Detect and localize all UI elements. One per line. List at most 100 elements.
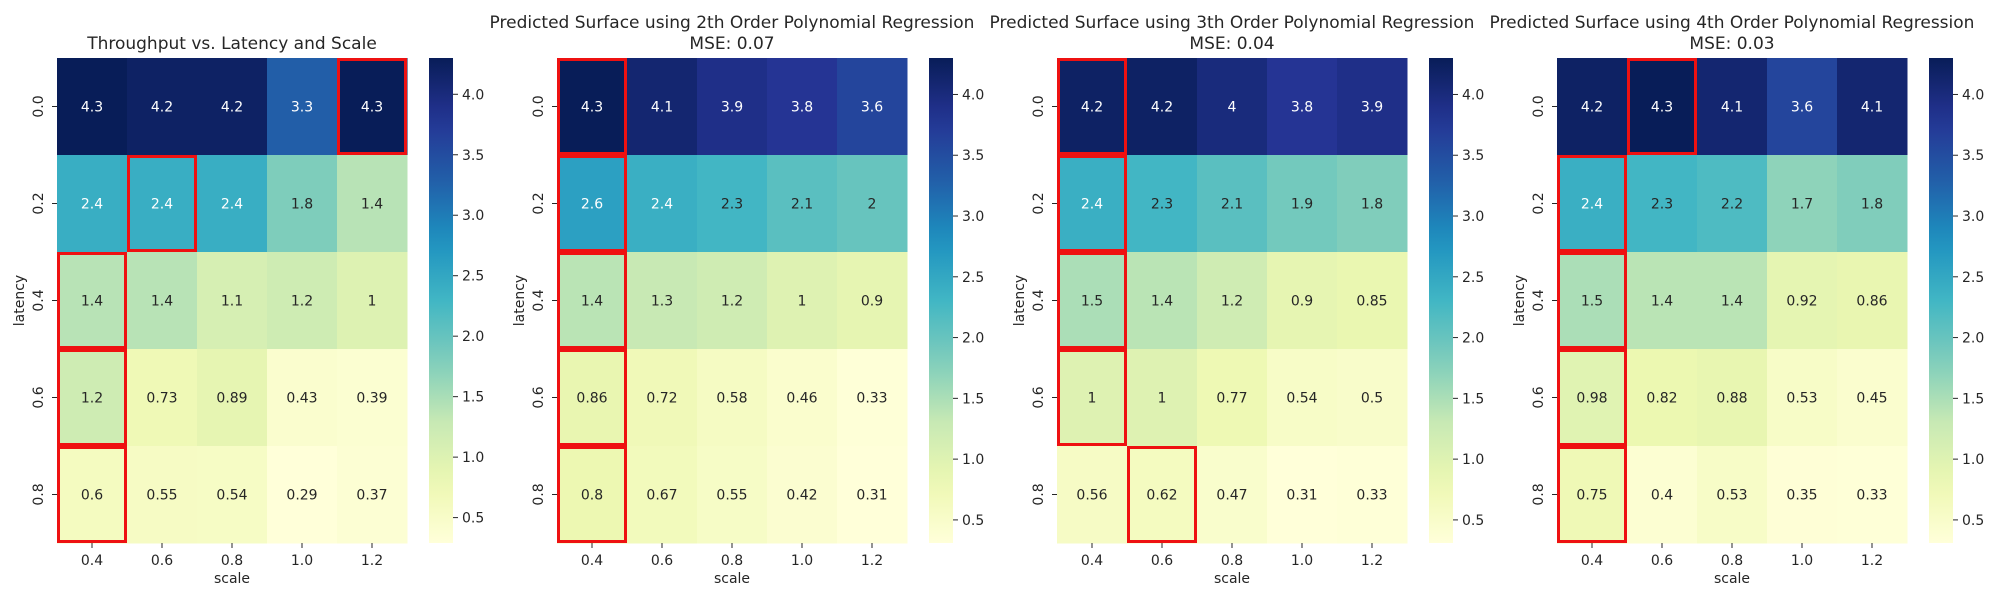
cell-value-label: 2.6 bbox=[581, 197, 603, 213]
highlight-box bbox=[1057, 349, 1127, 446]
y-axis-label: latency bbox=[1512, 275, 1528, 326]
cell-value-label: 2.4 bbox=[221, 197, 243, 213]
chart-subtitle: MSE: 0.07 bbox=[689, 34, 774, 54]
chart-title: Predicted Surface using 3th Order Polyno… bbox=[990, 13, 1475, 33]
cell-value-label: 0.8 bbox=[581, 488, 603, 504]
cell-value-label: 1.4 bbox=[361, 197, 383, 213]
heatmap-cell bbox=[837, 349, 908, 447]
cell-value-label: 0.85 bbox=[1356, 294, 1387, 310]
cell-value-label: 1.4 bbox=[581, 294, 603, 310]
cell-value-label: 0.82 bbox=[1646, 391, 1677, 407]
heatmap-cell bbox=[697, 252, 768, 350]
cell-value-label: 0.4 bbox=[1651, 488, 1673, 504]
cell-value-label: 4.1 bbox=[651, 100, 673, 116]
colorbar-tick-label: 4.0 bbox=[962, 87, 984, 103]
y-tick-label: 0.2 bbox=[31, 192, 47, 214]
cell-value-label: 1.8 bbox=[1361, 197, 1383, 213]
heatmap-cell bbox=[1767, 252, 1838, 350]
heatmap-cell bbox=[1267, 349, 1338, 447]
cell-value-label: 2.4 bbox=[81, 197, 103, 213]
highlight-box bbox=[557, 446, 627, 543]
heatmap-cell bbox=[627, 349, 698, 447]
heatmap-cell bbox=[1697, 446, 1768, 544]
cell-value-label: 0.56 bbox=[1076, 488, 1107, 504]
highlight-box bbox=[337, 58, 407, 155]
highlight-box bbox=[1557, 252, 1627, 349]
cell-value-label: 2.4 bbox=[1081, 197, 1103, 213]
cell-value-label: 1.4 bbox=[1651, 294, 1673, 310]
cell-value-label: 3.8 bbox=[1291, 100, 1313, 116]
heatmap-cell bbox=[1127, 446, 1198, 544]
cell-value-label: 4.2 bbox=[221, 100, 243, 116]
colorbar-tick-label: 0.5 bbox=[962, 513, 984, 529]
heatmap-cell bbox=[57, 349, 128, 447]
cell-value-label: 4.3 bbox=[1651, 100, 1673, 116]
cell-value-label: 1 bbox=[1088, 391, 1097, 407]
cell-value-label: 1.2 bbox=[291, 294, 313, 310]
cell-value-label: 0.55 bbox=[146, 488, 177, 504]
heatmap-cell bbox=[1057, 446, 1128, 544]
colorbar-tick-label: 2.0 bbox=[962, 331, 984, 347]
y-tick-label: 0.4 bbox=[1531, 289, 1547, 311]
colorbar-tick-label: 4.0 bbox=[1962, 87, 1984, 103]
cell-value-label: 0.43 bbox=[286, 391, 317, 407]
y-tick-label: 0.2 bbox=[1531, 192, 1547, 214]
colorbar-tick-label: 0.5 bbox=[462, 511, 484, 527]
cell-value-label: 0.37 bbox=[356, 488, 387, 504]
y-axis-label: latency bbox=[1012, 275, 1028, 326]
x-axis-label: scale bbox=[1214, 571, 1250, 587]
highlight-box bbox=[1127, 446, 1197, 543]
cell-value-label: 3.3 bbox=[291, 100, 313, 116]
y-axis-label: latency bbox=[12, 275, 28, 326]
chart-title: Predicted Surface using 2th Order Polyno… bbox=[490, 13, 975, 33]
x-tick-label: 0.6 bbox=[1151, 553, 1173, 569]
x-tick-label: 0.4 bbox=[81, 553, 103, 569]
heatmap-cell bbox=[767, 252, 838, 350]
cell-value-label: 0.53 bbox=[1716, 488, 1747, 504]
colorbar-tick-label: 1.5 bbox=[1962, 391, 1984, 407]
heatmap-cell bbox=[197, 58, 268, 156]
heatmap-cell bbox=[697, 349, 768, 447]
cell-value-label: 0.9 bbox=[861, 294, 883, 310]
heatmap-cell bbox=[1057, 252, 1128, 350]
cell-value-label: 1.4 bbox=[1151, 294, 1173, 310]
colorbar-tick-label: 2.5 bbox=[962, 270, 984, 286]
highlight-box bbox=[57, 252, 127, 349]
heatmap-panel-4: Predicted Surface using 4th Order Polyno… bbox=[1490, 13, 1985, 587]
heatmap-cell bbox=[1837, 446, 1908, 544]
cell-value-label: 0.46 bbox=[786, 391, 817, 407]
colorbar-tick-label: 2.0 bbox=[1462, 331, 1484, 347]
chart-subtitle: MSE: 0.04 bbox=[1189, 34, 1274, 54]
heatmap-cell bbox=[197, 349, 268, 447]
highlight-box bbox=[57, 446, 127, 543]
cell-value-label: 3.9 bbox=[721, 100, 743, 116]
cell-value-label: 0.39 bbox=[356, 391, 387, 407]
colorbar-tick-label: 0.5 bbox=[1462, 513, 1484, 529]
heatmap-cell bbox=[1337, 58, 1408, 156]
cell-value-label: 3.6 bbox=[861, 100, 883, 116]
x-tick-label: 1.0 bbox=[1791, 553, 1813, 569]
cell-value-label: 1.7 bbox=[1791, 197, 1813, 213]
heatmap-cell bbox=[557, 252, 628, 350]
x-tick-label: 0.4 bbox=[1581, 553, 1603, 569]
heatmap-cell bbox=[1557, 446, 1628, 544]
highlight-box bbox=[557, 155, 627, 252]
heatmap-cell bbox=[1837, 58, 1908, 156]
cell-value-label: 1.4 bbox=[151, 294, 173, 310]
cell-value-label: 0.55 bbox=[716, 488, 747, 504]
colorbar-tick-label: 2.0 bbox=[462, 329, 484, 345]
cell-value-label: 0.35 bbox=[1786, 488, 1817, 504]
heatmap-panel-2: Predicted Surface using 2th Order Polyno… bbox=[490, 13, 985, 587]
cell-value-label: 2.3 bbox=[1651, 197, 1673, 213]
heatmap-cell bbox=[837, 155, 908, 253]
cell-value-label: 4.2 bbox=[1081, 100, 1103, 116]
colorbar-tick-label: 3.0 bbox=[1462, 209, 1484, 225]
cell-value-label: 1.2 bbox=[721, 294, 743, 310]
heatmap-cell bbox=[1697, 349, 1768, 447]
y-tick-label: 0.8 bbox=[31, 483, 47, 505]
cell-value-label: 0.67 bbox=[646, 488, 677, 504]
heatmap-cell bbox=[557, 58, 628, 156]
cell-value-label: 0.73 bbox=[146, 391, 177, 407]
highlight-box bbox=[1627, 58, 1697, 155]
cell-value-label: 0.45 bbox=[1856, 391, 1887, 407]
